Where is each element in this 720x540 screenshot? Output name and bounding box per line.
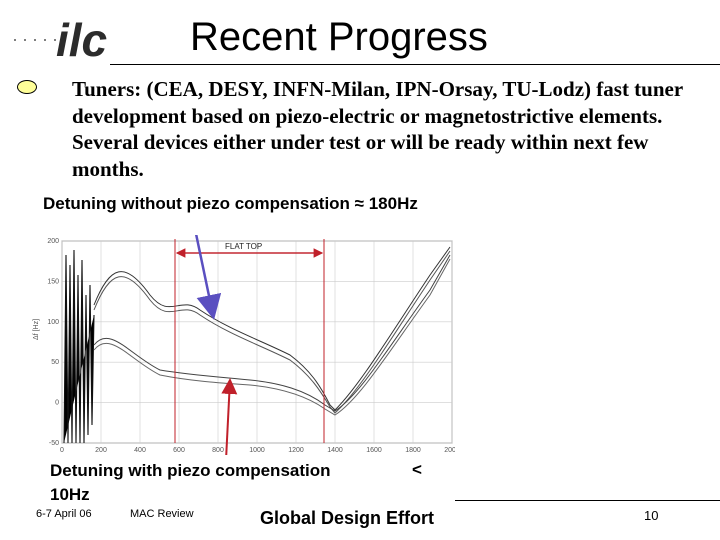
plot-xtick: 1200 bbox=[288, 447, 304, 454]
plot-xtick: 1000 bbox=[249, 447, 265, 454]
plot-ytick: 50 bbox=[51, 359, 59, 366]
arrow-without-compensation bbox=[188, 204, 222, 320]
footer-date: 6-7 April 06 bbox=[36, 508, 92, 520]
series-with-2 bbox=[93, 258, 451, 416]
tuners-paragraph: Tuners: (CEA, DESY, INFN-Milan, IPN-Orsa… bbox=[72, 76, 692, 182]
tuners-lead: Tuners: bbox=[72, 77, 142, 101]
series-without-2 bbox=[93, 250, 451, 414]
tuners-text: (CEA, DESY, INFN-Milan, IPN-Orsay, TU-Lo… bbox=[72, 77, 683, 181]
bullet-marker bbox=[17, 80, 37, 94]
plot-xtick: 1400 bbox=[327, 447, 343, 454]
flat-top-label: FLAT TOP bbox=[225, 242, 262, 251]
logo-text: ilc bbox=[56, 14, 107, 66]
plot-xtick: 0 bbox=[60, 447, 64, 454]
arrow-with-compensation bbox=[221, 378, 238, 481]
plot-xtick: 2000 bbox=[444, 447, 455, 454]
ilc-logo: ilc bbox=[10, 8, 110, 66]
plot-xtick: 800 bbox=[212, 447, 224, 454]
plot-ylabel: Δf [Hz] bbox=[33, 319, 40, 340]
footer-review: MAC Review bbox=[130, 508, 194, 520]
plot-xtick: 600 bbox=[173, 447, 185, 454]
series-without-1 bbox=[93, 246, 451, 411]
detuning-with-label: Detuning with piezo compensation bbox=[50, 461, 331, 480]
plot-xtick: 200 bbox=[95, 447, 107, 454]
plot-xtick: 1600 bbox=[366, 447, 382, 454]
footer-divider bbox=[455, 500, 720, 501]
detuning-plot: 200 150 100 50 0 -50 0 200 400 600 800 1000 1200 140… bbox=[30, 204, 460, 481]
footer-organization: Global Design Effort bbox=[260, 508, 435, 528]
plot-noise-region bbox=[63, 249, 95, 444]
page-title: Recent Progress bbox=[190, 15, 488, 59]
plot-ytick: 150 bbox=[47, 278, 59, 285]
detuning-without-label: Detuning without piezo compensation ≈ 18… bbox=[43, 194, 418, 213]
page-number: 10 bbox=[644, 508, 659, 523]
plot-ytick: 200 bbox=[47, 238, 59, 245]
series-with-1 bbox=[93, 254, 451, 412]
title-divider bbox=[110, 64, 720, 65]
detuning-with-symbol: < bbox=[412, 460, 422, 479]
detuning-with-value: 10Hz bbox=[50, 485, 90, 504]
plot-ytick: -50 bbox=[49, 440, 59, 447]
plot-xtick: 1800 bbox=[405, 447, 421, 454]
plot-ytick: 100 bbox=[47, 319, 59, 326]
plot-ytick: 0 bbox=[55, 400, 59, 407]
plot-xtick: 400 bbox=[134, 447, 146, 454]
